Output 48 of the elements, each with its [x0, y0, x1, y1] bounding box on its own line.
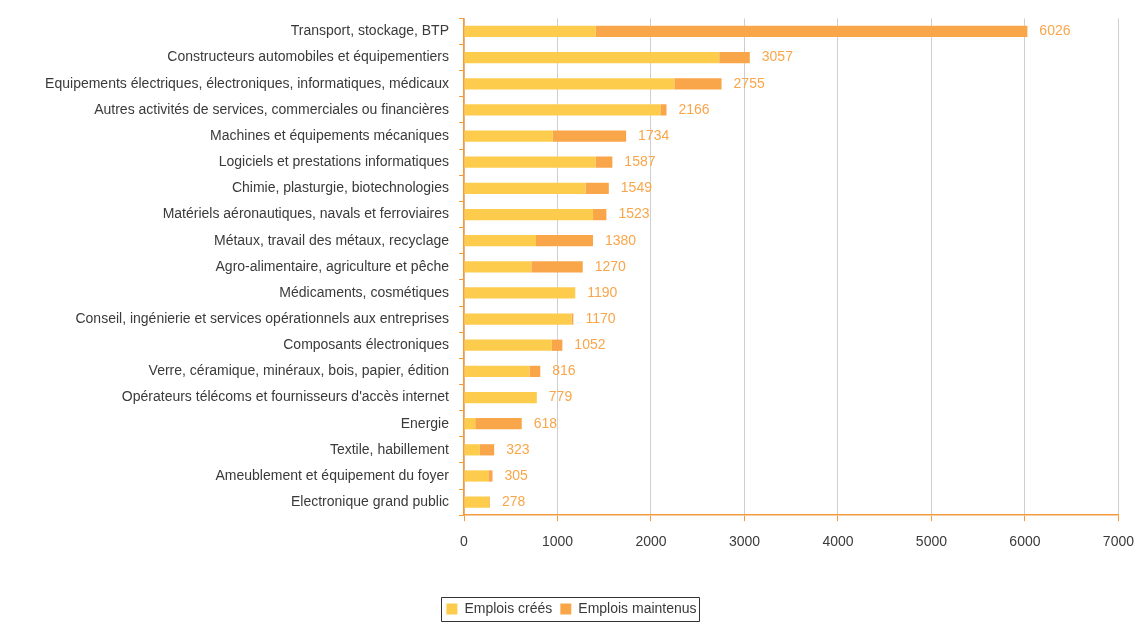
total-label: 2755: [733, 74, 765, 91]
total-label: 1270: [594, 257, 627, 274]
y-tick-label: Conseil, ingénierie et services opérationnels aux entreprises: [75, 309, 449, 326]
x-tick-label: 2000: [635, 533, 667, 550]
total-label: 1549: [620, 179, 653, 196]
y-tick-label: Energie: [400, 414, 450, 431]
x-tick-label: 6000: [1009, 533, 1041, 550]
total-label: 305: [504, 466, 529, 483]
y-tick-label: Opérateurs télécoms et fournisseurs d'accès internet: [121, 388, 450, 405]
total-label: 1734: [638, 126, 670, 143]
y-tick-label: Autres activités de services, commerciales ou financières: [94, 100, 449, 117]
total-label: 1587: [624, 153, 656, 170]
y-tick-label: Transport, stockage, BTP: [290, 22, 449, 39]
y-tick-label: Chimie, plasturgie, biotechnologies: [231, 179, 449, 196]
legend-label: Emplois créés: [464, 599, 553, 616]
y-tick-label: Logiciels et prestations informatiques: [218, 153, 449, 170]
total-label: 1052: [574, 336, 606, 353]
y-tick-label: Machines et équipements mécaniques: [210, 126, 449, 143]
legend-label: Emplois maintenus: [578, 599, 697, 616]
y-tick-label: Agro-alimentaire, agriculture et pêche: [215, 257, 450, 274]
y-tick-label: Ameublement et équipement du foyer: [215, 466, 450, 483]
x-tick-label: 4000: [822, 533, 854, 550]
total-label: 278: [501, 492, 526, 509]
y-tick-label: Métaux, travail des métaux, recyclage: [214, 231, 450, 248]
y-tick-label: Composants électroniques: [283, 336, 449, 353]
y-tick-label: Constructeurs automobiles et équipementiers: [167, 48, 449, 65]
y-tick-label: Textile, habillement: [329, 440, 450, 457]
total-label: 6026: [1039, 22, 1071, 39]
y-tick-label: Matériels aéronautiques, navals et ferroviaires: [162, 205, 449, 222]
total-label: 1380: [605, 231, 637, 248]
total-label: 3057: [761, 48, 794, 65]
total-label: 816: [552, 362, 576, 379]
total-label: 323: [506, 440, 530, 457]
y-tick-label: Electronique grand public: [291, 492, 449, 509]
x-tick-label: 5000: [915, 533, 948, 550]
x-tick-label: 7000: [1102, 533, 1135, 550]
total-label: 1190: [587, 283, 618, 300]
total-label: 1170: [585, 309, 616, 326]
y-tick-label: Médicaments, cosmétiques: [279, 283, 449, 300]
y-tick-label: Equipements électriques, électroniques, informatiques, médicaux: [45, 74, 449, 91]
y-tick-label: Verre, céramique, minéraux, bois, papier, édition: [148, 362, 449, 379]
total-label: 779: [548, 388, 573, 405]
total-label: 618: [533, 414, 558, 431]
total-label: 1523: [618, 205, 650, 222]
total-label: 2166: [678, 100, 710, 117]
x-tick-label: 0: [460, 533, 469, 550]
x-tick-label: 1000: [541, 533, 574, 550]
x-tick-label: 3000: [728, 533, 761, 550]
